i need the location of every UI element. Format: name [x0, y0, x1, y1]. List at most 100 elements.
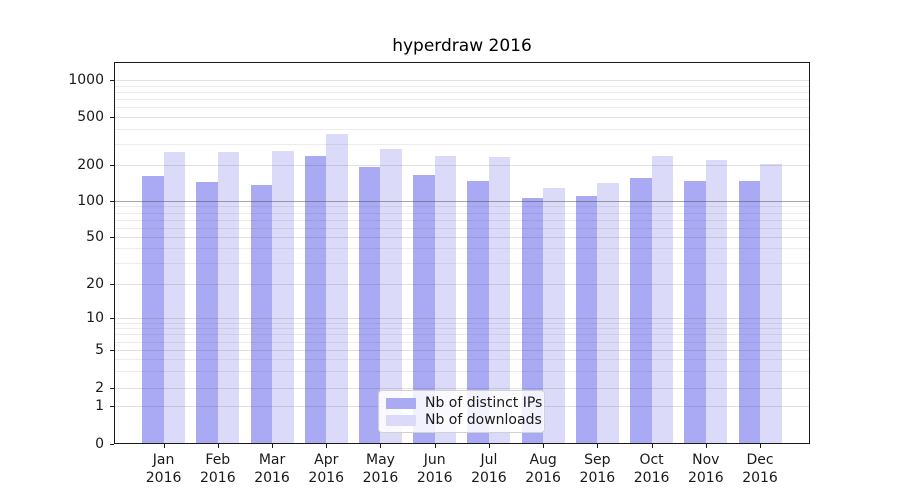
legend: Nb of distinct IPs Nb of downloads: [378, 390, 545, 433]
bar-distinct-ips-apr: [304, 155, 327, 444]
legend-label-distinct-ips: Nb of distinct IPs: [425, 395, 543, 411]
gridline-y-600: [114, 107, 810, 109]
x-tick-label-jun: Jun 2016: [416, 452, 453, 486]
x-tick-aug: [543, 444, 545, 448]
gridline-y-200: [114, 165, 810, 166]
y-tick-label-1: 1: [95, 398, 104, 414]
bar-distinct-ips-aug: [521, 197, 544, 444]
x-tick-jan: [163, 444, 165, 448]
y-tick-label-10: 10: [86, 310, 104, 326]
x-tick-label-dec: Dec 2016: [742, 452, 778, 486]
y-tick-label-500: 500: [77, 109, 104, 125]
bar-downloads-feb: [217, 151, 240, 444]
x-tick-apr: [326, 444, 328, 448]
gridline-y-9: [114, 322, 810, 324]
y-tick-100: [110, 201, 114, 202]
bar-distinct-ips-dec: [738, 181, 761, 444]
bar-downloads-sep: [597, 183, 619, 444]
y-tick-label-1000: 1000: [68, 72, 104, 88]
gridline-y-4: [114, 359, 810, 361]
x-tick-label-oct: Oct 2016: [633, 452, 670, 486]
y-tick-500: [110, 117, 114, 118]
bar-downloads-jun: [434, 156, 457, 444]
bar-distinct-ips-jul: [467, 180, 489, 444]
bar-downloads-oct: [651, 156, 674, 444]
gridline-y-7: [114, 334, 810, 336]
bar-distinct-ips-may: [358, 167, 381, 444]
gridline-y-80: [114, 212, 810, 214]
plot-area: [114, 62, 810, 444]
y-tick-1000: [110, 80, 114, 81]
x-tick-label-feb: Feb 2016: [199, 452, 236, 486]
gridline-y-6: [114, 341, 810, 343]
y-tick-50: [110, 237, 114, 238]
legend-item-distinct-ips: Nb of distinct IPs: [386, 395, 542, 411]
x-tick-feb: [217, 444, 219, 448]
y-tick-20: [110, 284, 114, 285]
y-tick-200: [110, 165, 114, 166]
bar-distinct-ips-oct: [630, 177, 652, 444]
gridline-y-60: [114, 227, 810, 229]
x-tick-mar: [272, 444, 274, 448]
gridline-y-500: [114, 117, 810, 118]
y-tick-5: [110, 350, 114, 351]
x-tick-label-mar: Mar 2016: [254, 452, 290, 486]
gridline-y-100: [114, 201, 810, 202]
gridline-y-5: [114, 350, 810, 351]
bar-distinct-ips-sep: [575, 196, 598, 444]
x-tick-nov: [705, 444, 707, 448]
gridline-y-8: [114, 328, 810, 330]
gridline-y-400: [114, 128, 810, 130]
gridline-y-1000: [114, 80, 810, 81]
gridline-y-40: [114, 248, 810, 250]
y-tick-1: [110, 406, 114, 407]
gridline-y-10: [114, 318, 810, 319]
x-tick-dec: [760, 444, 762, 448]
chart-title: hyperdraw 2016: [392, 36, 532, 56]
gridline-y-90: [114, 206, 810, 208]
y-tick-label-50: 50: [86, 229, 104, 245]
x-tick-label-jan: Jan 2016: [145, 452, 182, 486]
gridline-y-30: [114, 263, 810, 265]
x-tick-jun: [434, 444, 436, 448]
gridline-y-70: [114, 219, 810, 221]
y-tick-label-2: 2: [95, 380, 104, 396]
bar-distinct-ips-mar: [250, 184, 273, 444]
bar-distinct-ips-jan: [142, 175, 164, 444]
bar-distinct-ips-feb: [196, 181, 218, 444]
legend-swatch-distinct-ips: [386, 397, 416, 409]
y-tick-label-0: 0: [95, 436, 104, 452]
y-tick-0: [110, 444, 114, 445]
x-tick-label-sep: Sep 2016: [579, 452, 616, 486]
x-tick-sep: [597, 444, 599, 448]
gridline-y-3: [114, 371, 810, 373]
y-tick-10: [110, 318, 114, 319]
bar-downloads-jul: [488, 157, 511, 444]
bar-downloads-mar: [272, 151, 294, 444]
gridline-y-900: [114, 85, 810, 87]
x-tick-label-apr: Apr 2016: [308, 452, 345, 486]
y-tick-label-5: 5: [95, 342, 104, 358]
x-tick-oct: [651, 444, 653, 448]
x-tick-label-jul: Jul 2016: [471, 452, 507, 486]
x-tick-jul: [488, 444, 490, 448]
gridline-y-20: [114, 284, 810, 285]
bar-downloads-nov: [705, 160, 728, 444]
x-tick-label-aug: Aug 2016: [525, 452, 561, 486]
bar-downloads-aug: [543, 188, 565, 444]
legend-swatch-downloads: [386, 414, 416, 426]
legend-item-downloads: Nb of downloads: [386, 412, 542, 428]
gridline-y-700: [114, 99, 810, 101]
bar-downloads-jan: [163, 152, 186, 444]
x-tick-label-nov: Nov 2016: [687, 452, 724, 486]
gridline-y-2: [114, 388, 810, 389]
x-tick-label-may: May 2016: [362, 452, 399, 486]
y-tick-2: [110, 388, 114, 389]
gridline-y-50: [114, 237, 810, 238]
legend-label-downloads: Nb of downloads: [425, 412, 542, 428]
y-tick-label-100: 100: [77, 193, 104, 209]
x-tick-may: [380, 444, 382, 448]
bar-downloads-may: [380, 149, 402, 444]
bar-downloads-dec: [760, 164, 782, 444]
